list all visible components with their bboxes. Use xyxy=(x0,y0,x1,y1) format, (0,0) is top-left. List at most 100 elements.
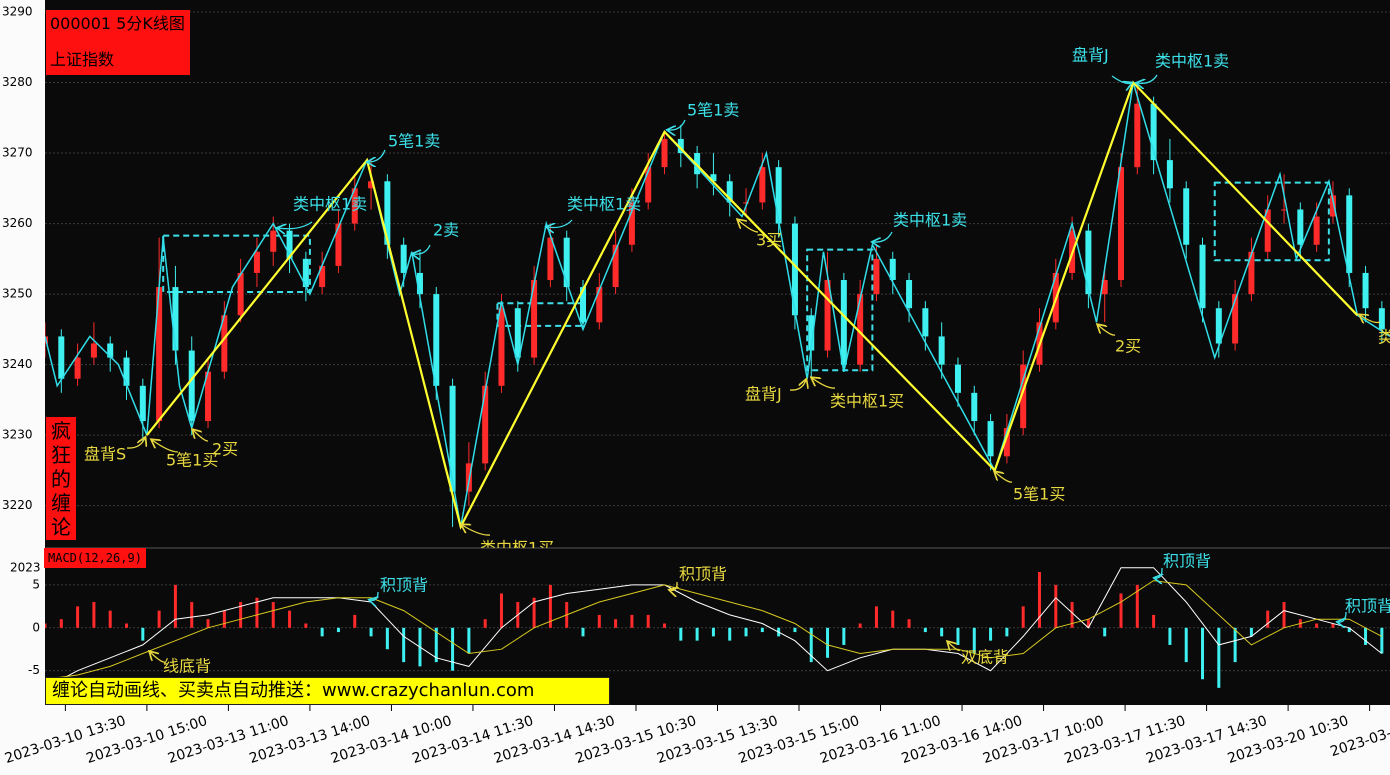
macd-bar xyxy=(907,619,911,628)
macd-bar xyxy=(1070,602,1074,628)
macd-bar xyxy=(793,627,797,633)
y-tick-label: 3290 xyxy=(2,5,33,19)
annotation: 2买 xyxy=(212,440,238,459)
macd-bar xyxy=(239,602,243,628)
axis-label: 2023 xyxy=(10,561,41,575)
macd-bar xyxy=(614,619,618,628)
candle-body xyxy=(74,357,81,379)
macd-bar xyxy=(874,606,878,628)
y-tick-label: 3240 xyxy=(2,357,33,371)
macd-bar xyxy=(972,627,976,654)
macd-bar xyxy=(891,610,895,628)
candle-body xyxy=(514,308,521,358)
annotation: 盘背J xyxy=(745,385,782,404)
candle-body xyxy=(1118,167,1124,280)
y-tick-label: 3270 xyxy=(2,146,33,160)
candle-body xyxy=(1003,428,1010,457)
candle-body xyxy=(205,371,212,422)
macd-bar xyxy=(1119,593,1123,628)
macd-bar xyxy=(173,584,177,628)
macd-bar xyxy=(76,606,80,628)
macd-bar xyxy=(630,614,634,628)
annotation: 类中枢1卖 xyxy=(293,195,367,214)
macd-bar xyxy=(1086,619,1090,628)
annotation: 积顶背 xyxy=(679,565,727,584)
macd-bar xyxy=(858,623,862,628)
candle-body xyxy=(710,174,717,182)
macd-bar xyxy=(1201,627,1205,680)
annotation-arrow xyxy=(995,472,1013,483)
candle-body xyxy=(1264,209,1271,252)
candle-body xyxy=(302,258,309,288)
title-box: 000001 5分K线图 上证指数 xyxy=(46,10,190,75)
annotation: 2卖 xyxy=(433,221,459,240)
macd-bar xyxy=(1249,627,1253,637)
macd-bar xyxy=(1380,627,1384,654)
macd-bar xyxy=(940,627,944,637)
chart-subtitle: 上证指数 xyxy=(50,50,115,69)
candle-body xyxy=(661,138,668,168)
candle-body xyxy=(677,138,684,154)
candle-body xyxy=(139,385,146,422)
macd-bar xyxy=(597,614,601,628)
macd-bar xyxy=(532,597,536,628)
macd-bar xyxy=(59,619,63,628)
macd-bar xyxy=(1347,627,1351,633)
annotation: 双底背 xyxy=(961,648,1009,667)
candle-body xyxy=(840,280,847,365)
macd-bar xyxy=(1266,610,1270,628)
annotation-arrow xyxy=(462,525,491,536)
candle-body xyxy=(335,223,342,266)
macd-bar xyxy=(271,602,275,628)
candle-body xyxy=(1281,209,1288,211)
candle-body xyxy=(645,167,652,203)
macd-bar xyxy=(1233,627,1237,663)
annotation: 类 xyxy=(1378,328,1390,347)
candle-body xyxy=(531,280,538,358)
candle-body xyxy=(922,308,929,337)
candle-body xyxy=(237,272,244,316)
annotation-arrow xyxy=(873,231,893,242)
annotation: 2买 xyxy=(1115,337,1141,356)
annotation: 盘背S xyxy=(84,445,126,464)
macd-bar xyxy=(1054,584,1058,628)
y-tick-label: -5 xyxy=(28,663,40,677)
annotation-arrow xyxy=(1338,611,1347,622)
macd-bar xyxy=(92,602,96,628)
candle-body xyxy=(759,167,766,203)
candle-body xyxy=(384,181,391,245)
candle-body xyxy=(107,343,114,358)
candle-body xyxy=(286,230,293,259)
macd-title: MACD(12,26,9) xyxy=(44,548,146,568)
candle-body xyxy=(547,237,554,280)
annotation-arrow xyxy=(152,440,179,453)
candle-body xyxy=(563,237,570,288)
macd-bar xyxy=(206,619,210,628)
candle-body xyxy=(906,280,913,309)
macd-bar xyxy=(353,614,357,628)
macd-bar xyxy=(1282,602,1286,628)
candle-body xyxy=(1297,209,1304,245)
annotation: 类中枢1买 xyxy=(830,392,904,411)
annotation: 3买 xyxy=(756,231,782,250)
candle-body xyxy=(368,181,375,189)
macd-bar xyxy=(1135,584,1139,628)
macd-bar xyxy=(548,584,552,628)
annotation-arrow xyxy=(150,652,166,663)
macd-bar xyxy=(826,627,830,658)
candle-body xyxy=(775,167,782,224)
candle-body xyxy=(1183,188,1190,245)
candle-body xyxy=(971,392,978,422)
annotation-arrow xyxy=(278,221,313,229)
macd-bar xyxy=(744,627,748,637)
candle-body xyxy=(1248,251,1255,295)
annotation: 积顶背 xyxy=(380,576,428,595)
annotation: 盘背J xyxy=(1072,46,1109,65)
annotation-arrow xyxy=(126,438,145,449)
y-tick-label: 3260 xyxy=(2,216,33,230)
annotation-arrow xyxy=(193,430,209,442)
